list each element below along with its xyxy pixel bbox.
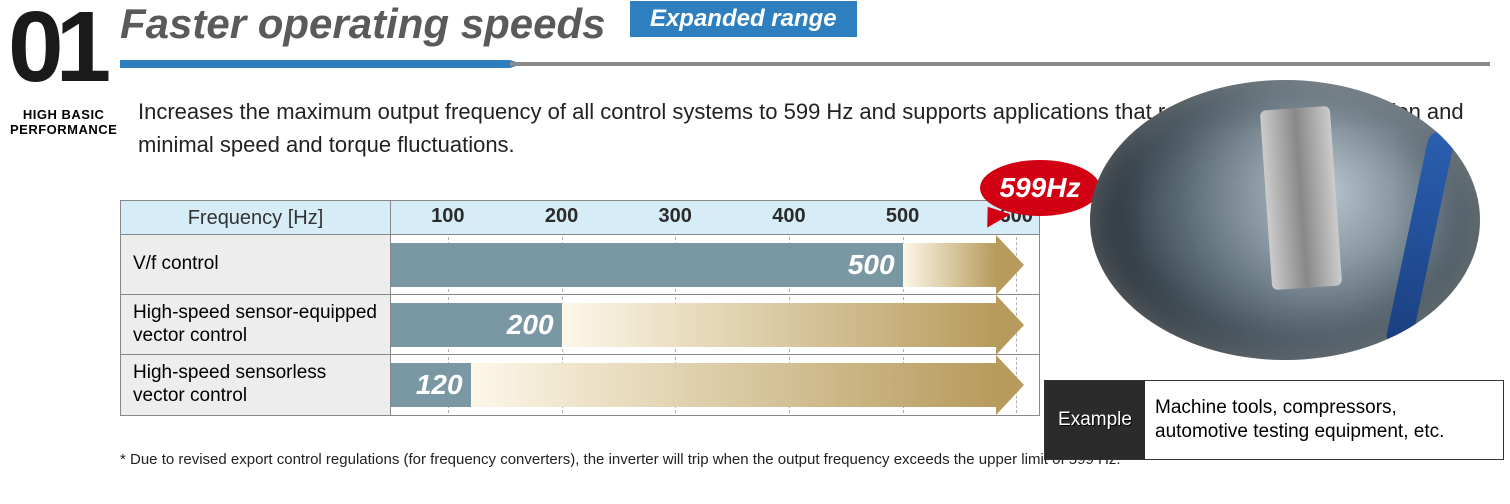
arrow-icon bbox=[996, 295, 1024, 355]
axis-tick: 100 bbox=[431, 205, 464, 228]
section-number: 01 bbox=[8, 0, 103, 105]
section-sub-line1: HIGH BASIC bbox=[23, 107, 105, 122]
chart-row-bars: 200 bbox=[391, 295, 1039, 354]
section-sub-line2: PERFORMANCE bbox=[10, 122, 117, 137]
example-box: Example Machine tools, compressors, auto… bbox=[1044, 380, 1504, 460]
axis-tick: 300 bbox=[659, 205, 692, 228]
previous-value-number: 120 bbox=[416, 369, 463, 401]
chart-row-label: High-speed sensor-equipped vector contro… bbox=[121, 295, 391, 354]
chart-axis: 100200300400500600 bbox=[391, 201, 1039, 234]
chart-header: Frequency [Hz] 100200300400500600 bbox=[121, 201, 1039, 235]
chart-row-label: V/f control bbox=[121, 235, 391, 294]
axis-tick: 400 bbox=[772, 205, 805, 228]
chart-row-bars: 500 bbox=[391, 235, 1039, 294]
machine-tool-image bbox=[1090, 80, 1480, 360]
header-divider bbox=[120, 60, 1490, 68]
max-frequency-callout: 599Hz bbox=[980, 160, 1100, 216]
example-label: Example bbox=[1045, 381, 1145, 459]
header: Faster operating speeds Expanded range bbox=[120, 0, 1510, 48]
expanded-range-badge: Expanded range bbox=[630, 1, 857, 37]
previous-value-number: 500 bbox=[848, 249, 895, 281]
chart-axis-label: Frequency [Hz] bbox=[121, 201, 391, 234]
axis-tick: 200 bbox=[545, 205, 578, 228]
chart-row: High-speed sensor-equipped vector contro… bbox=[121, 295, 1039, 355]
chart-row-bars: 120 bbox=[391, 355, 1039, 415]
previous-value-bar: 500 bbox=[391, 243, 903, 287]
axis-tick: 500 bbox=[886, 205, 919, 228]
expanded-range-bar bbox=[471, 363, 996, 407]
arrow-icon bbox=[996, 235, 1024, 295]
chart-row: V/f control 500 bbox=[121, 235, 1039, 295]
footnote: * Due to revised export control regulati… bbox=[120, 450, 1121, 470]
previous-value-bar: 120 bbox=[391, 363, 471, 407]
page-title: Faster operating speeds bbox=[120, 0, 605, 48]
previous-value-bar: 200 bbox=[391, 303, 562, 347]
previous-value-number: 200 bbox=[507, 309, 554, 341]
expanded-range-bar bbox=[903, 243, 996, 287]
frequency-chart: Frequency [Hz] 100200300400500600 V/f co… bbox=[120, 200, 1040, 416]
section-subtitle: HIGH BASIC PERFORMANCE bbox=[10, 108, 117, 138]
expanded-range-bar bbox=[562, 303, 996, 347]
chart-row: High-speed sensorless vector control 120 bbox=[121, 355, 1039, 415]
example-text: Machine tools, compressors, automotive t… bbox=[1145, 381, 1503, 459]
arrow-icon bbox=[996, 355, 1024, 415]
chart-row-label: High-speed sensorless vector control bbox=[121, 355, 391, 415]
